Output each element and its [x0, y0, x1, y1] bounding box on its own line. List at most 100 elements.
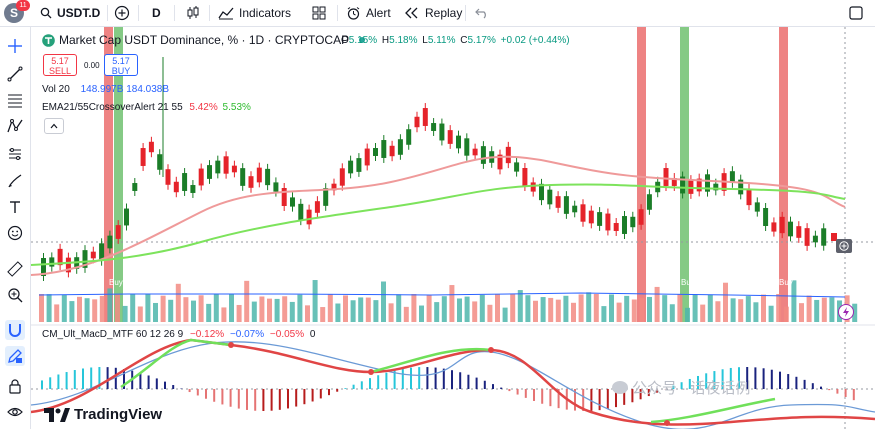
- macd-histogram-bar: [762, 368, 765, 389]
- volume-bar: [289, 301, 295, 322]
- symbol-name: USDT.D: [57, 6, 101, 20]
- chart-area[interactable]: Buy Buy Buy: [31, 27, 875, 429]
- divider: [107, 5, 108, 21]
- price-candle: [663, 168, 669, 186]
- open-label: O: [341, 35, 349, 46]
- volume-bar: [274, 298, 280, 322]
- price-candle: [248, 176, 254, 188]
- ema-legend[interactable]: EMA21/55CrossoverAlert 21 55 5.42% 5.53%: [42, 102, 251, 113]
- zoom-in-icon: [8, 288, 23, 303]
- macd-histogram-bar: [729, 367, 732, 389]
- interval-button[interactable]: D: [152, 6, 161, 20]
- volume-bar: [669, 304, 675, 322]
- price-candle: [65, 257, 71, 273]
- price-candle: [57, 248, 63, 266]
- volume-bar: [244, 280, 250, 322]
- price-chart[interactable]: Buy Buy Buy: [31, 27, 875, 429]
- indicators-icon: [218, 7, 234, 20]
- price-candle: [306, 209, 312, 225]
- symbol-search[interactable]: USDT.D: [40, 0, 100, 26]
- macd-histogram-bar: [418, 367, 421, 389]
- macd-histogram-bar: [746, 367, 749, 389]
- volume-bar: [723, 282, 728, 322]
- volume-bar: [175, 283, 181, 322]
- volume-bar: [335, 303, 341, 322]
- ruler-tool[interactable]: [5, 259, 25, 279]
- emoji-tool[interactable]: [5, 223, 25, 243]
- price-candle: [431, 123, 437, 131]
- volume-bar: [707, 294, 713, 322]
- price-candle: [207, 165, 212, 179]
- volume-bar: [99, 295, 105, 322]
- alert-button[interactable]: Alert: [346, 0, 391, 26]
- price-candle: [464, 138, 470, 156]
- volume-bar: [555, 299, 561, 322]
- replay-button[interactable]: Replay: [404, 0, 462, 26]
- ema-value-1: 5.42%: [189, 102, 218, 113]
- brush-icon: [8, 174, 22, 188]
- volume-bar: [647, 296, 652, 322]
- macd-histogram-bar: [779, 371, 781, 389]
- price-candle: [505, 146, 511, 164]
- text-tool[interactable]: [5, 197, 25, 217]
- volume-bar: [236, 304, 242, 322]
- forecast-tool[interactable]: [5, 144, 25, 164]
- zoom-tool[interactable]: [5, 285, 25, 305]
- macd-histogram-bar: [820, 386, 822, 389]
- macd-histogram-bar: [410, 367, 412, 389]
- macd-histogram-bar: [49, 377, 52, 389]
- brush-tool[interactable]: [5, 171, 25, 191]
- ruler-icon: [7, 261, 23, 277]
- macd-histogram-bar: [631, 389, 634, 403]
- fib-tool[interactable]: [5, 90, 25, 110]
- volume-bar: [715, 301, 721, 322]
- replay-label: Replay: [425, 6, 463, 20]
- macd-histogram-bar: [73, 370, 76, 389]
- lock-tool[interactable]: [5, 376, 25, 396]
- price-candle: [713, 183, 719, 191]
- crosshair-tool[interactable]: [5, 36, 25, 56]
- price-candle: [140, 148, 146, 166]
- macd-value-1: −0.12%: [189, 329, 225, 340]
- price-candle: [323, 188, 329, 206]
- macd-legend[interactable]: CM_Ult_MacD_MTF 60 12 26 9 −0.12% −0.07%…: [42, 329, 315, 340]
- macd-histogram-bar: [647, 389, 650, 397]
- volume-legend[interactable]: Vol 20 148.997B 184.038B: [42, 84, 169, 95]
- macd-histogram-bar: [188, 389, 191, 393]
- price-candle: [746, 188, 752, 206]
- macd-histogram-bar: [114, 367, 117, 389]
- add-price-button[interactable]: [836, 239, 852, 253]
- macd-histogram-bar: [524, 389, 527, 398]
- macd-histogram-bar: [451, 370, 453, 389]
- buy-button[interactable]: 5.17 BUY: [104, 54, 138, 76]
- hide-drawings-tool[interactable]: [5, 402, 25, 422]
- stay-in-drawing-tool[interactable]: [5, 346, 25, 366]
- price-candle: [364, 148, 370, 166]
- price-candle: [671, 178, 677, 186]
- price-candle: [339, 168, 345, 186]
- price-candle: [597, 212, 603, 226]
- symbol-legend[interactable]: Market Cap USDT Dominance, % · 1D · CRYP…: [42, 33, 366, 47]
- pattern-tool[interactable]: [5, 116, 25, 136]
- indicators-button[interactable]: Indicators: [218, 0, 291, 26]
- price-candle: [41, 258, 46, 276]
- status-dot: [359, 37, 366, 43]
- chart-type-button[interactable]: [185, 0, 201, 26]
- lightning-button[interactable]: [838, 304, 854, 320]
- undo-button[interactable]: [475, 0, 489, 26]
- layouts-button[interactable]: [312, 0, 326, 26]
- fullscreen-button[interactable]: [849, 0, 863, 26]
- sell-button[interactable]: 5.17 SELL: [43, 54, 77, 76]
- price-candle: [331, 183, 337, 191]
- magnet-tool[interactable]: [5, 320, 25, 340]
- trend-line-tool[interactable]: [5, 64, 25, 84]
- collapse-legend-button[interactable]: [44, 118, 64, 134]
- low-value: 5.11%: [427, 35, 456, 46]
- macd-histogram-bar: [287, 389, 289, 409]
- divider: [138, 5, 139, 21]
- compare-symbol-button[interactable]: [114, 0, 130, 26]
- macd-histogram-bar: [434, 367, 437, 389]
- volume-bar: [130, 294, 136, 322]
- price-candle: [497, 154, 503, 170]
- price-candle: [696, 178, 702, 192]
